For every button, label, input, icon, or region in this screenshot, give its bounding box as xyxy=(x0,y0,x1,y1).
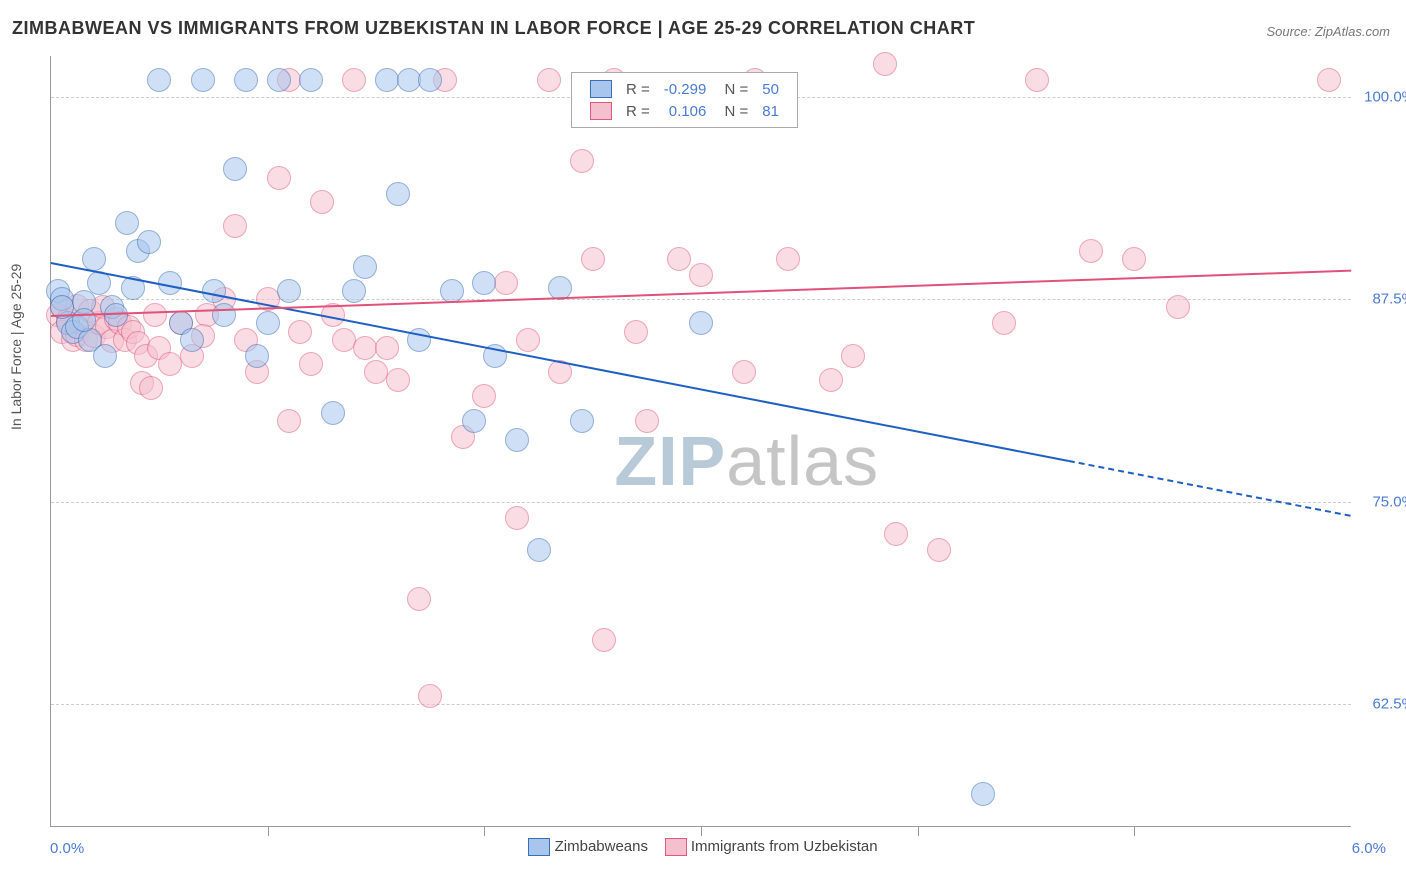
data-point xyxy=(1079,239,1103,263)
data-point xyxy=(472,384,496,408)
data-point xyxy=(581,247,605,271)
data-point xyxy=(104,303,128,327)
data-point xyxy=(353,336,377,360)
data-point xyxy=(667,247,691,271)
data-point xyxy=(332,328,356,352)
gridline xyxy=(51,704,1351,705)
legend-label: Zimbabweans xyxy=(555,838,648,855)
data-point xyxy=(527,538,551,562)
data-point xyxy=(143,303,167,327)
y-tick-label: 100.0% xyxy=(1355,88,1406,105)
data-point xyxy=(1025,68,1049,92)
data-point xyxy=(288,320,312,344)
legend-swatch xyxy=(590,102,612,120)
y-tick-label: 87.5% xyxy=(1355,291,1406,308)
y-tick-label: 75.0% xyxy=(1355,493,1406,510)
data-point xyxy=(115,211,139,235)
data-point xyxy=(277,279,301,303)
trend-line xyxy=(1069,460,1351,517)
data-point xyxy=(72,308,96,332)
data-point xyxy=(873,52,897,76)
data-point xyxy=(223,157,247,181)
y-axis-label: In Labor Force | Age 25-29 xyxy=(8,264,24,430)
data-point xyxy=(505,506,529,530)
data-point xyxy=(927,538,951,562)
data-point xyxy=(494,271,518,295)
x-tick xyxy=(268,826,269,836)
data-point xyxy=(971,782,995,806)
data-point xyxy=(462,409,486,433)
data-point xyxy=(624,320,648,344)
data-point xyxy=(158,352,182,376)
legend-swatch xyxy=(528,838,550,856)
data-point xyxy=(440,279,464,303)
data-point xyxy=(267,166,291,190)
y-tick-label: 62.5% xyxy=(1355,696,1406,713)
data-point xyxy=(819,368,843,392)
data-point xyxy=(386,182,410,206)
data-point xyxy=(407,587,431,611)
data-point xyxy=(256,311,280,335)
data-point xyxy=(397,68,421,92)
data-point xyxy=(635,409,659,433)
data-point xyxy=(386,368,410,392)
data-point xyxy=(245,344,269,368)
data-point xyxy=(267,68,291,92)
series-legend: Zimbabweans Immigrants from Uzbekistan xyxy=(0,838,1406,856)
data-point xyxy=(234,68,258,92)
data-point xyxy=(1166,295,1190,319)
data-point xyxy=(689,263,713,287)
data-point xyxy=(1122,247,1146,271)
data-point xyxy=(212,303,236,327)
data-point xyxy=(364,360,388,384)
watermark: ZIPatlas xyxy=(614,421,879,501)
x-tick xyxy=(918,826,919,836)
correlation-legend: R =-0.299 N =50R =0.106 N =81 xyxy=(571,72,798,128)
data-point xyxy=(732,360,756,384)
data-point xyxy=(418,68,442,92)
data-point xyxy=(180,328,204,352)
data-point xyxy=(992,311,1016,335)
data-point xyxy=(884,522,908,546)
legend-swatch xyxy=(590,80,612,98)
data-point xyxy=(310,190,334,214)
chart-title: ZIMBABWEAN VS IMMIGRANTS FROM UZBEKISTAN… xyxy=(12,18,975,39)
data-point xyxy=(689,311,713,335)
data-point xyxy=(516,328,540,352)
data-point xyxy=(472,271,496,295)
legend-swatch xyxy=(665,838,687,856)
data-point xyxy=(1317,68,1341,92)
data-point xyxy=(570,149,594,173)
data-point xyxy=(139,376,163,400)
data-point xyxy=(375,336,399,360)
data-point xyxy=(223,214,247,238)
data-point xyxy=(841,344,865,368)
data-point xyxy=(342,68,366,92)
data-point xyxy=(375,68,399,92)
data-point xyxy=(299,68,323,92)
data-point xyxy=(418,684,442,708)
data-point xyxy=(299,352,323,376)
data-point xyxy=(147,68,171,92)
data-point xyxy=(505,428,529,452)
gridline xyxy=(51,502,1351,503)
data-point xyxy=(353,255,377,279)
legend-label: Immigrants from Uzbekistan xyxy=(691,838,878,855)
x-tick xyxy=(701,826,702,836)
data-point xyxy=(191,68,215,92)
source-attribution: Source: ZipAtlas.com xyxy=(1266,24,1390,39)
data-point xyxy=(570,409,594,433)
data-point xyxy=(537,68,561,92)
data-point xyxy=(82,247,106,271)
x-tick xyxy=(1134,826,1135,836)
data-point xyxy=(137,230,161,254)
scatter-plot-area: 62.5%75.0%87.5%100.0%ZIPatlasR =-0.299 N… xyxy=(50,56,1351,827)
data-point xyxy=(321,401,345,425)
data-point xyxy=(277,409,301,433)
data-point xyxy=(93,344,117,368)
data-point xyxy=(592,628,616,652)
x-tick xyxy=(484,826,485,836)
data-point xyxy=(776,247,800,271)
data-point xyxy=(342,279,366,303)
